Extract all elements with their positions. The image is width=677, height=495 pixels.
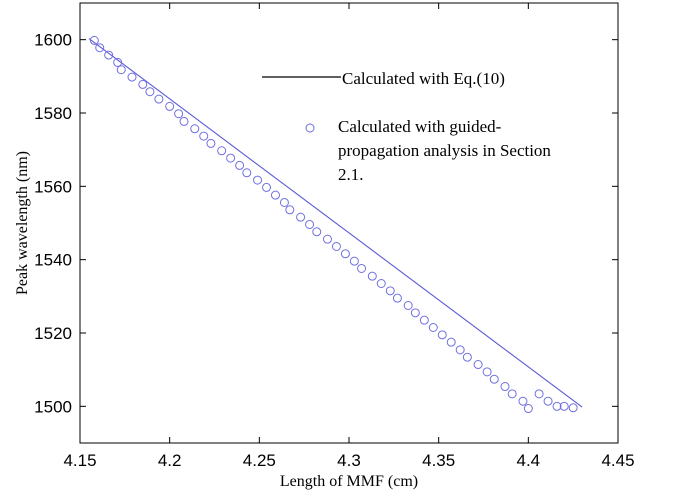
data-point (349, 256, 359, 266)
data-point (543, 396, 553, 406)
data-point (285, 205, 295, 215)
data-point (518, 396, 528, 406)
data-point (410, 308, 420, 318)
data-point (165, 101, 175, 111)
x-tick-label: 4.3 (337, 451, 361, 470)
data-point (190, 124, 200, 134)
x-tick-label: 4.25 (243, 451, 276, 470)
data-point (523, 404, 533, 414)
x-tick-label: 4.35 (422, 451, 455, 470)
x-tick-label: 4.4 (517, 451, 541, 470)
legend-label-eq10: Calculated with Eq.(10) (342, 69, 505, 88)
data-point (145, 87, 155, 97)
y-tick-label: 1600 (34, 31, 72, 50)
x-tick-label: 4.2 (158, 451, 182, 470)
eq10-line (88, 38, 583, 408)
y-tick-label: 1580 (34, 104, 72, 123)
data-point (104, 50, 114, 60)
data-point (367, 271, 377, 281)
y-tick-label: 1520 (34, 324, 72, 343)
data-point (138, 79, 148, 89)
data-point (437, 330, 447, 340)
legend-marker-swatch (305, 123, 315, 133)
data-point (262, 182, 272, 192)
axis-ticks (79, 3, 619, 443)
data-point (428, 323, 438, 332)
data-point (357, 263, 367, 273)
data-point (462, 352, 472, 362)
x-axis-label: Length of MMF (cm) (280, 473, 418, 490)
data-point (385, 286, 395, 296)
y-tick-label: 1560 (34, 177, 72, 196)
legend: Calculated with Eq.(10) Calculated with … (262, 69, 551, 184)
data-point (340, 249, 350, 259)
data-point (482, 367, 492, 377)
x-tick-labels: 4.15 4.2 4.25 4.3 4.35 4.4 4.45 (63, 451, 634, 470)
data-point (568, 403, 578, 413)
data-point (489, 374, 499, 384)
data-point (179, 116, 189, 126)
legend-label-guided-line3: 2.1. (338, 165, 364, 184)
data-point (322, 234, 332, 244)
data-point (552, 401, 562, 411)
data-point (392, 293, 402, 303)
data-point (174, 109, 184, 119)
legend-label-guided-line1: Calculated with guided- (338, 117, 502, 136)
data-point (419, 315, 429, 325)
data-point (113, 57, 123, 67)
data-point (127, 72, 137, 82)
x-tick-label: 4.45 (601, 451, 634, 470)
series-markers-guided (89, 35, 578, 414)
data-point (305, 219, 315, 229)
data-point (226, 153, 236, 163)
data-point (217, 146, 227, 156)
y-tick-label: 1500 (34, 397, 72, 416)
data-point (312, 227, 322, 237)
data-point (296, 212, 306, 222)
data-point (446, 337, 456, 347)
data-point (235, 160, 245, 170)
data-point (455, 345, 465, 355)
data-point (154, 94, 164, 104)
data-point (89, 35, 99, 45)
x-tick-label: 4.15 (63, 451, 96, 470)
y-tick-labels: 1500 1520 1540 1560 1580 1600 (34, 31, 72, 417)
series-line-eq10 (88, 38, 583, 408)
data-point (116, 65, 126, 75)
data-point (279, 197, 289, 207)
data-point (500, 382, 510, 392)
data-point (534, 389, 544, 399)
data-point (376, 279, 386, 288)
y-tick-label: 1540 (34, 251, 72, 270)
data-point (559, 401, 569, 411)
data-point (95, 43, 105, 53)
data-point (253, 175, 263, 185)
data-point (199, 131, 209, 141)
data-point (507, 389, 517, 399)
y-axis-label: Peak wavelength (nm) (14, 151, 31, 295)
data-point (206, 138, 216, 148)
data-point (473, 360, 483, 370)
data-point (331, 241, 341, 251)
data-point (403, 301, 413, 310)
legend-label-guided-line2: propagation analysis in Section (338, 141, 551, 160)
data-point (242, 168, 252, 178)
data-point (270, 190, 280, 200)
